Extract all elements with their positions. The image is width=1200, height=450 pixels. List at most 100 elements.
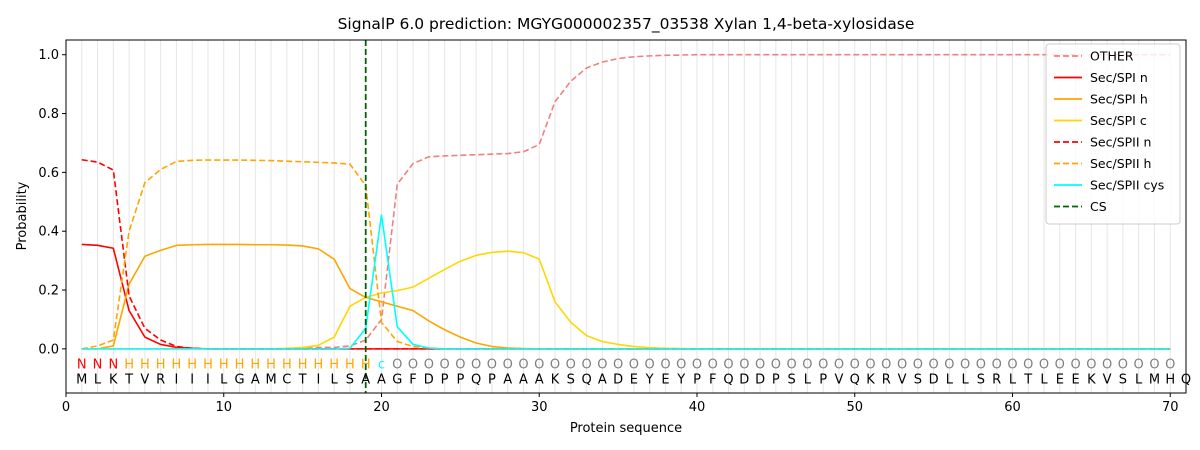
sequence-residue: H (1165, 372, 1175, 387)
sequence-residue: E (630, 372, 638, 387)
sequence-residue: A (377, 372, 386, 387)
x-tick-label: 40 (689, 400, 706, 415)
x-tick-label: 0 (62, 400, 70, 415)
sequence-residue: M (1149, 372, 1160, 387)
sequence-residue: K (1087, 372, 1096, 387)
sequence-residue: L (94, 372, 102, 387)
sequence-residue: E (661, 372, 669, 387)
legend-label: Sec/SPII n (1090, 135, 1151, 150)
region-label: N (77, 358, 87, 373)
region-label: O (818, 358, 828, 373)
sequence-residue: T (124, 372, 133, 387)
region-label: N (93, 358, 103, 373)
sequence-residue: I (190, 372, 194, 387)
sequence-residue: Q (471, 372, 481, 387)
region-label: O (928, 358, 938, 373)
region-label: H (235, 358, 245, 373)
sequence-residue: P (441, 372, 449, 387)
region-label: H (250, 358, 260, 373)
region-label: H (266, 358, 276, 373)
sequence-residue: V (898, 372, 907, 387)
region-label: O (439, 358, 449, 373)
plot-frame (65, 39, 1187, 394)
x-tick-label: 10 (215, 400, 232, 415)
sequence-residue: L (946, 372, 954, 387)
sequence-residue: E (1071, 372, 1079, 387)
sequence-residue: D (424, 372, 434, 387)
sequence-residue: F (409, 372, 416, 387)
sequence-residue: E (1056, 372, 1064, 387)
y-axis-label: Probability (15, 181, 30, 250)
region-label: H (124, 358, 134, 373)
legend-label: Sec/SPI c (1090, 113, 1147, 128)
series-line-sec-spii-h (81, 159, 1171, 350)
sequence-residue: R (882, 372, 891, 387)
region-label: O (739, 358, 749, 373)
sequence-residue: P (693, 372, 701, 387)
region-label: O (676, 358, 686, 373)
region-label: H (298, 358, 308, 373)
sequence-residue: K (866, 372, 875, 387)
series-line-sec-spii-n (81, 158, 1171, 350)
sequence-residue: D (755, 372, 765, 387)
region-label: H (140, 358, 150, 373)
region-label: O (503, 358, 513, 373)
sequence-residue: L (804, 372, 812, 387)
sequence-residue: D (929, 372, 939, 387)
legend-label: Sec/SPI h (1090, 92, 1148, 107)
sequence-residue: Q (850, 372, 860, 387)
region-label: O (755, 358, 765, 373)
x-tick-label: 50 (846, 400, 863, 415)
region-label: O (1086, 358, 1096, 373)
sequence-residue: R (156, 372, 165, 387)
legend-label: Sec/SPII h (1090, 156, 1151, 171)
region-label: O (550, 358, 560, 373)
sequence-residue: M (76, 372, 87, 387)
region-label: O (1007, 358, 1017, 373)
region-label: O (518, 358, 528, 373)
region-label: O (976, 358, 986, 373)
sequence-residue: M (265, 372, 276, 387)
series-line-sec-spii-cys (81, 214, 1171, 350)
region-label: O (392, 358, 402, 373)
sequence-residue: G (234, 372, 244, 387)
region-label: H (156, 358, 166, 373)
sequence-residue: V (140, 372, 149, 387)
sequence-residue: T (298, 372, 307, 387)
sequence-residue: Q (723, 372, 733, 387)
region-label: O (944, 358, 954, 373)
region-label: O (645, 358, 655, 373)
region-label: O (787, 358, 797, 373)
region-label: O (408, 358, 418, 373)
region-label: O (534, 358, 544, 373)
sequence-residue: K (551, 372, 560, 387)
region-label: O (850, 358, 860, 373)
region-label: O (708, 358, 718, 373)
sequence-residue: L (1040, 372, 1048, 387)
region-label: O (660, 358, 670, 373)
series-line-other (81, 53, 1171, 350)
region-label: O (1134, 358, 1144, 373)
sequence-residue: S (1119, 372, 1127, 387)
sequence-residue: A (535, 372, 544, 387)
x-tick-label: 30 (531, 400, 548, 415)
sequence-residue: L (962, 372, 970, 387)
region-label: H (314, 358, 324, 373)
sequence-residue: D (613, 372, 623, 387)
y-tick-label: 0.0 (38, 342, 59, 357)
sequence-residue: A (503, 372, 512, 387)
region-label: O (865, 358, 875, 373)
y-tick-label: 1.0 (38, 48, 59, 63)
region-label: O (960, 358, 970, 373)
region-label: O (802, 358, 812, 373)
sequence-residue: C (282, 372, 291, 387)
region-label: H (203, 358, 213, 373)
legend: OTHER Sec/SPI n Sec/SPI h Sec/SPI c Sec/SPII… (1045, 43, 1181, 225)
x-axis-label: Protein sequence (570, 421, 682, 436)
sequence-residue: S (788, 372, 796, 387)
chart-title: SignalP 6.0 prediction: MGYG000002357_03… (338, 15, 915, 34)
region-label: O (597, 358, 607, 373)
y-tick-label: 0.2 (38, 284, 59, 299)
